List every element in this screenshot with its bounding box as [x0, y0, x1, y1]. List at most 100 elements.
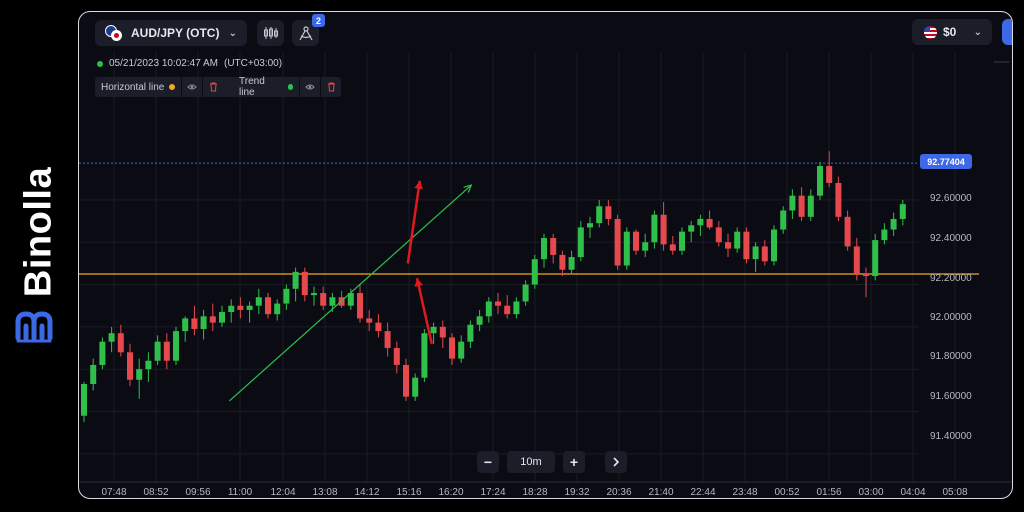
candle-body	[182, 318, 189, 332]
candle-body	[715, 227, 722, 243]
candle-body	[320, 293, 327, 306]
candle-body	[292, 271, 299, 289]
server-datetime: 05/21/2023 10:02:47 AM	[109, 58, 218, 69]
price-tick: 91.40000	[930, 431, 972, 442]
time-tick: 05:08	[942, 487, 968, 498]
candle-body	[127, 352, 133, 380]
us-flag-icon	[924, 25, 937, 39]
candle-body	[826, 166, 833, 183]
price-tick: 91.80000	[930, 351, 972, 362]
candle-body	[844, 216, 851, 247]
candle-body	[301, 271, 308, 296]
candle-body	[90, 364, 97, 385]
candle-body	[513, 301, 520, 315]
trend-line-drawing[interactable]: Trend line	[233, 76, 341, 98]
candle-body	[817, 166, 823, 196]
scroll-right-button[interactable]	[605, 451, 627, 473]
binolla-logo-icon	[15, 311, 53, 343]
candle-body	[614, 218, 621, 266]
candle-body	[375, 322, 382, 332]
balance-selector-button[interactable]: $0 ⌄	[912, 19, 992, 45]
indicators-button[interactable]	[257, 20, 284, 46]
color-dot-icon[interactable]	[287, 84, 294, 90]
time-tick: 04:04	[900, 487, 926, 498]
candle-body	[255, 297, 262, 306]
time-tick: 00:52	[774, 487, 800, 498]
chevron-right-icon	[613, 457, 620, 467]
candle-body	[863, 273, 869, 277]
candle-body	[642, 242, 649, 251]
asset-pair-label: AUD/JPY (OTC)	[131, 26, 220, 40]
candle-body	[228, 305, 235, 313]
candle-body	[605, 206, 612, 219]
asset-selector-button[interactable]: AUD/JPY (OTC) ⌄	[95, 20, 247, 46]
candle-body	[163, 341, 170, 361]
horizontal-line-drawing[interactable]: Horizontal line	[95, 77, 241, 97]
candle-body	[881, 229, 888, 241]
candles-icon	[263, 27, 278, 39]
time-tick: 20:36	[606, 487, 632, 498]
compass-drawing-icon	[298, 25, 313, 40]
candle-body	[623, 231, 630, 266]
price-tick: 92.00000	[930, 312, 972, 323]
candle-body	[752, 246, 759, 260]
candle-body	[366, 318, 373, 323]
candle-body	[200, 316, 207, 329]
brand-sidebar: Binolla	[0, 0, 76, 512]
candle-body	[531, 259, 538, 285]
time-tick: 21:40	[648, 487, 674, 498]
candle-body	[191, 318, 198, 329]
time-tick: 18:28	[522, 487, 548, 498]
candle-body	[476, 316, 483, 325]
candle-body	[771, 229, 777, 262]
candle-body	[467, 324, 474, 342]
candle-body	[679, 231, 685, 251]
eye-icon[interactable]	[300, 83, 320, 91]
zoom-out-button[interactable]: −	[477, 451, 499, 473]
drawing-label: Trend line	[239, 76, 265, 98]
candle-body	[835, 182, 842, 217]
candle-body	[219, 312, 225, 323]
trading-chart-window: AUD/JPY (OTC) ⌄ 2 $0 ⌄ 05/21/2023 10:02:…	[78, 11, 1013, 499]
time-tick: 23:48	[732, 487, 758, 498]
candle-body	[458, 341, 465, 359]
trash-icon[interactable]	[321, 82, 341, 92]
drawings-count-badge: 2	[312, 14, 325, 27]
eye-icon[interactable]	[182, 83, 202, 91]
candle-body	[660, 214, 667, 245]
time-tick: 17:24	[480, 487, 506, 498]
candle-body	[587, 223, 593, 228]
candle-body	[347, 293, 354, 306]
annotation-arrowhead	[414, 180, 423, 190]
candle-body	[743, 231, 750, 260]
candle-body	[697, 218, 704, 226]
drawing-label: Horizontal line	[101, 81, 165, 93]
deposit-button[interactable]	[1002, 19, 1012, 45]
time-tick: 03:00	[858, 487, 884, 498]
time-tick: 22:44	[690, 487, 716, 498]
candle-body	[154, 341, 161, 361]
chevron-down-icon: ⌄	[228, 27, 237, 39]
candle-body	[807, 195, 814, 217]
color-dot-icon[interactable]	[169, 84, 176, 90]
current-price-label: 92.77404	[920, 154, 972, 169]
candle-body	[495, 301, 501, 306]
time-tick: 12:04	[270, 487, 296, 498]
server-timezone: (UTC+03:00)	[223, 58, 283, 69]
candle-body	[274, 303, 281, 315]
time-tick: 11:00	[227, 487, 253, 498]
candle-body	[706, 218, 713, 228]
brand-name: Binolla	[17, 166, 60, 298]
candle-body	[136, 369, 143, 380]
time-tick: 08:52	[143, 487, 169, 498]
interval-label[interactable]: 10m	[507, 451, 555, 473]
trash-icon[interactable]	[203, 82, 223, 92]
zoom-in-button[interactable]: +	[563, 451, 585, 473]
candle-body	[541, 237, 547, 260]
candle-body	[117, 333, 124, 353]
balance-amount: $0	[943, 25, 957, 39]
candle-body	[311, 293, 317, 296]
candlestick-chart[interactable]	[79, 12, 1013, 499]
candle-body	[421, 333, 428, 378]
candle-body	[688, 225, 695, 232]
